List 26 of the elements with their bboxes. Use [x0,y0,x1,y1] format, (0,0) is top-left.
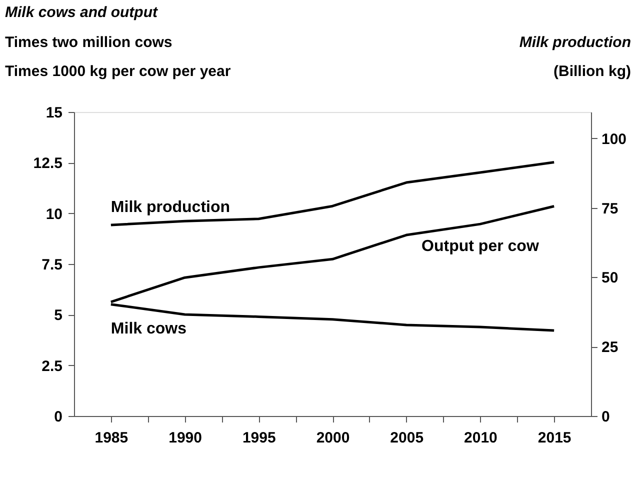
y2-tick-label: 75 [602,200,618,218]
line-series [110,161,556,226]
y2-tick-label: 50 [602,270,618,287]
y-axis-title: Times two million cows Times 1000 kg per cow per year [5,34,231,80]
x-tick-label: 2005 [390,430,424,446]
x-tick-label: 2010 [464,430,498,446]
x-tick-label: 2000 [316,430,350,446]
y-tick-label: 7.5 [42,256,62,274]
y-tick-label: 5 [54,307,62,324]
y-tick-label: 15 [46,104,62,122]
y-tick-label: 10 [46,206,62,223]
x-tick-label: 1995 [242,430,276,446]
series-label: Milk production [110,198,230,216]
chart-title: Milk cows and output [5,4,158,21]
y2-tick-label: 0 [602,408,610,426]
x-tick-label: 1990 [168,430,202,446]
y-tick-label: 12.5 [33,155,62,172]
series-label: Milk cows [110,320,187,338]
series-label: Output per cow [422,238,540,256]
y2-tick-label: 25 [602,339,618,356]
y-tick-label: 0 [54,408,62,426]
y-tick-label: 2.5 [42,358,62,375]
x-tick-label: 2015 [538,430,572,446]
y2-axis-title: Milk production (Billion kg) [519,34,631,80]
y2-tick-label: 100 [602,130,627,148]
x-tick-label: 1985 [94,430,128,446]
